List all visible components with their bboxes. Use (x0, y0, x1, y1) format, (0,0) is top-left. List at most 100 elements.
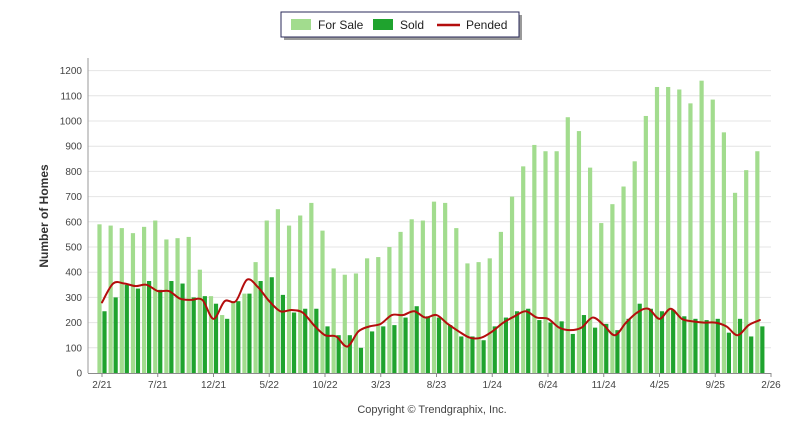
for-sale-bar (253, 262, 258, 373)
for-sale-bar (331, 268, 336, 373)
for-sale-bar (431, 201, 437, 373)
sold-bar (425, 316, 430, 373)
for-sale-bar (164, 239, 169, 373)
for-sale-bar (688, 103, 693, 374)
for-sale-bar (654, 86, 660, 373)
x-tick-label: 8/23 (427, 380, 447, 391)
sold-bar (492, 326, 497, 373)
sold-bar (381, 326, 386, 373)
y-tick-label: 100 (65, 343, 82, 354)
sold-bar (258, 281, 263, 373)
legend-box (280, 11, 520, 38)
for-sale-bar (231, 301, 236, 373)
for-sale-bar (498, 231, 503, 373)
sold-bar (225, 318, 230, 373)
pended-series (101, 278, 761, 348)
for-sale-bar (320, 230, 325, 373)
legend-label-sold: Sold (400, 18, 424, 32)
for-sale-bar (454, 228, 459, 373)
for-sale-bar (509, 196, 515, 373)
x-tick-label: 7/21 (148, 380, 168, 391)
y-tick-label: 700 (65, 192, 82, 203)
sold-bar (760, 326, 765, 373)
sold-bar (470, 336, 475, 373)
y-tick-label: 1200 (60, 66, 83, 77)
for-sale-bar (476, 262, 481, 373)
legend: For Sale Sold Pended (280, 11, 522, 40)
for-sale-bar (443, 202, 448, 373)
sold-bar (370, 331, 375, 373)
for-sale-bar (465, 263, 470, 373)
for-sale-bar (610, 204, 615, 373)
sold-bar (615, 330, 620, 373)
x-tick-label: 9/25 (706, 380, 726, 391)
for-sale-bar (554, 151, 559, 373)
for-sale-bar (721, 132, 726, 373)
sold-bar (169, 281, 174, 373)
sold-bar (526, 308, 531, 373)
sold-bar (392, 325, 397, 373)
y-tick-label: 900 (65, 142, 82, 153)
x-tick-label: 1/24 (483, 380, 503, 391)
for-sale-bar (309, 202, 314, 373)
sold-bar (448, 325, 453, 373)
sold-bar (570, 333, 575, 373)
y-tick-label: 300 (65, 293, 82, 304)
for-sale-bar (153, 220, 158, 373)
for-sale-bar (286, 225, 292, 373)
x-tick-label: 12/21 (201, 380, 226, 391)
sold-bar (213, 303, 219, 373)
sold-bar (459, 336, 464, 373)
pended-line (101, 278, 761, 348)
sold-bar (503, 317, 508, 373)
for-sale-bar (699, 80, 704, 374)
sold-bar (514, 311, 520, 373)
for-sale-bar (666, 86, 671, 373)
for-sale-bar (175, 238, 180, 373)
for-sale-bars (97, 80, 760, 374)
sold-bar (236, 301, 241, 373)
axes (87, 58, 771, 374)
for-sale-bar (398, 231, 403, 373)
sold-bar (135, 288, 141, 373)
sold-bar (403, 317, 408, 373)
for-sale-bar (342, 274, 347, 373)
for-sale-bar (119, 228, 124, 373)
for-sale-bar (543, 151, 548, 373)
for-sale-bar (275, 209, 280, 373)
for-sale-bar (365, 258, 370, 373)
for-sale-bar (521, 166, 526, 373)
sold-bar (191, 297, 196, 373)
x-tick-label: 4/25 (650, 380, 670, 391)
legend-label-for-sale: For Sale (318, 18, 364, 32)
for-sale-bar (710, 99, 715, 373)
copyright-credit: Copyright © Trendgraphix, Inc. (357, 404, 506, 416)
sold-bar (593, 327, 598, 373)
for-sale-bar (420, 220, 425, 373)
for-sale-bar (677, 89, 682, 373)
y-axis-title: Number of Homes (37, 164, 51, 268)
x-tick-label: 3/23 (371, 380, 391, 391)
sold-bar (102, 311, 107, 373)
x-tick-label: 10/22 (312, 380, 337, 391)
for-sale-bar (97, 224, 102, 373)
sold-bar (158, 289, 163, 373)
for-sale-bar (108, 225, 113, 373)
for-sale-bar (353, 273, 359, 373)
sold-bar (715, 318, 720, 373)
sold-bar (604, 323, 609, 373)
y-tick-label: 1000 (60, 117, 83, 128)
sold-bar (704, 320, 709, 373)
for-sale-bar (130, 233, 136, 373)
y-tick-label: 500 (65, 243, 82, 254)
for-sale-bar (220, 315, 225, 373)
sold-bar (637, 303, 642, 373)
sold-bar (180, 283, 185, 373)
sold-bar (559, 321, 564, 373)
legend-swatch-for-sale (291, 19, 311, 30)
for-sale-bar (409, 219, 414, 373)
sold-bar (537, 320, 542, 373)
x-tick-label: 5/22 (260, 380, 280, 391)
sold-bar (659, 311, 665, 373)
for-sale-bar (588, 167, 593, 373)
